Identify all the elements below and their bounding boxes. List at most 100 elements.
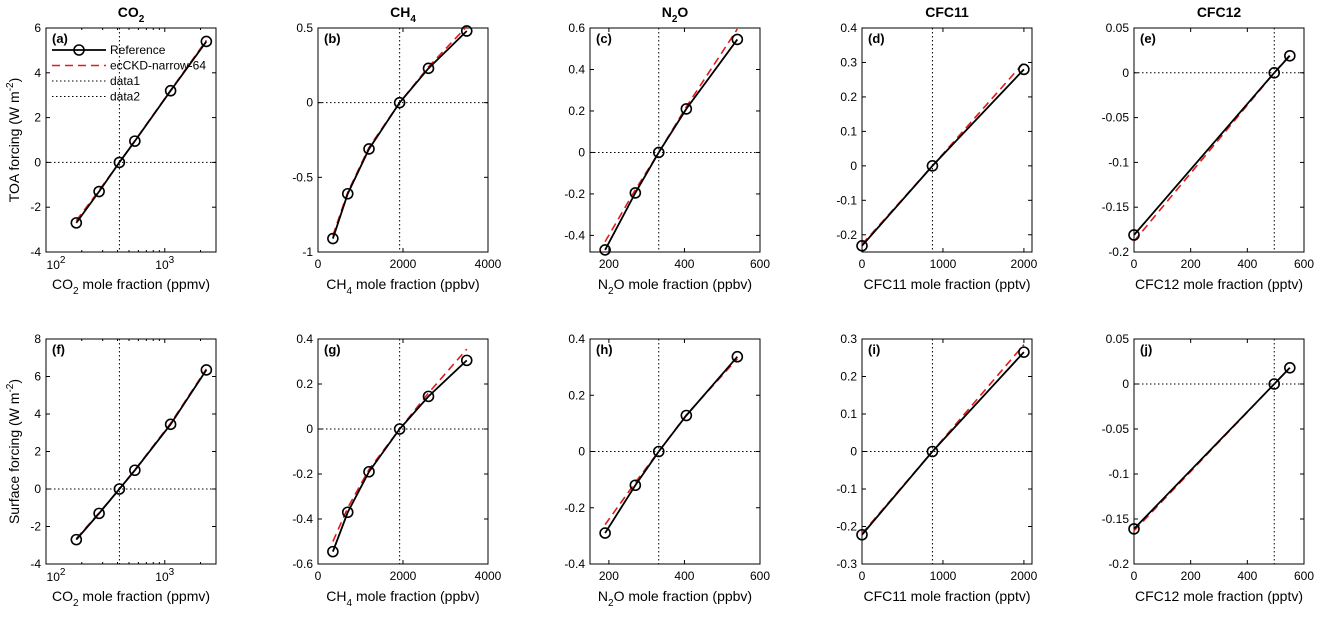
- y-tick-label: 0.4: [568, 62, 585, 76]
- x-axis-label-script: 2: [608, 598, 614, 609]
- legend-entry-label: ecCKD-narrow-64: [110, 59, 206, 73]
- legend-entry-label: Reference: [110, 43, 166, 57]
- x-tick-base: 10: [47, 570, 61, 584]
- reference-point: [363, 143, 375, 155]
- reference-point: [856, 528, 868, 541]
- series-reference-line: [604, 356, 739, 534]
- y-tick-label: 0: [1122, 66, 1129, 80]
- x-axis-label-part: CFC12 mole fraction (pptv): [1135, 588, 1303, 604]
- series-reference-line: [332, 359, 468, 552]
- x-tick-label: 600: [750, 257, 770, 271]
- reference-point: [393, 96, 406, 109]
- panel-label: (b): [324, 31, 341, 46]
- x-axis-label-script: 2: [73, 598, 79, 609]
- y-tick-label: 0.3: [840, 332, 857, 346]
- y-tick-label: 6: [34, 370, 41, 384]
- x-axis-label-part: CH: [326, 588, 346, 604]
- x-axis-label: CO2 mole fraction (ppmv): [52, 588, 210, 609]
- y-tick-label: -0.3: [836, 557, 857, 571]
- series-reference-line: [861, 351, 1025, 536]
- y-tick-label: 0.2: [568, 104, 585, 118]
- y-tick-label: -0.2: [836, 520, 857, 534]
- y-tick-label: 0: [306, 422, 313, 436]
- reference-point: [1128, 229, 1140, 241]
- y-tick-label: -0.05: [1102, 422, 1130, 436]
- reference-point: [327, 545, 339, 558]
- panel-j: -0.2 -0.15 -0.1 -0.05 0 0.05 0 200 400 600 (j) CFC1…: [1102, 332, 1315, 604]
- x-tick-label: 102: [47, 255, 66, 272]
- legend-entry-label: data2: [110, 90, 140, 104]
- y-tick-label: 0.6: [568, 21, 585, 35]
- panel-label: (i): [868, 342, 880, 357]
- reference-point: [680, 409, 693, 422]
- x-axis-label: CH4 mole fraction (ppbv): [326, 588, 479, 609]
- y-tick-label: -4: [30, 245, 41, 259]
- x-tick-label: 400: [674, 257, 694, 271]
- axes-box: [45, 27, 217, 253]
- x-axis-label: CFC11 mole fraction (pptv): [863, 588, 1030, 604]
- x-tick-label: 200: [599, 257, 619, 271]
- series-reference-line: [1133, 367, 1291, 530]
- legend-entry-label: data1: [110, 74, 140, 88]
- x-axis-label-part: CO: [52, 588, 73, 604]
- reference-point: [599, 527, 611, 539]
- panel-title-rest: O: [677, 4, 688, 20]
- x-axis-label: CO2 mole fraction (ppmv): [52, 276, 210, 297]
- reference-point: [113, 483, 126, 495]
- x-tick-label: 0: [315, 569, 322, 583]
- x-tick-label: 102: [47, 567, 66, 584]
- panel-title-part: CFC12: [1197, 4, 1242, 20]
- reference-point: [93, 185, 105, 198]
- y-tick-label: -0.4: [564, 228, 585, 242]
- x-tick-label: 4000: [475, 569, 502, 583]
- y-tick-label: 6: [34, 21, 41, 35]
- y-tick-label: 0: [578, 145, 585, 159]
- y-tick-label: -0.5: [292, 170, 313, 184]
- y-tick-label: 2: [34, 445, 41, 459]
- reference-point: [1268, 378, 1281, 390]
- ylabel-superscript: -2: [5, 383, 16, 392]
- x-tick-label: 2000: [1011, 257, 1038, 271]
- reference-point: [599, 244, 611, 256]
- y-tick-label: 0.4: [840, 21, 857, 35]
- x-tick-label: 0: [859, 257, 866, 271]
- reference-point: [926, 445, 939, 458]
- reference-point: [1268, 67, 1281, 79]
- y-tick-label: -0.2: [836, 228, 857, 242]
- y-tick-label: 0.2: [840, 90, 857, 104]
- x-axis-label-rest: mole fraction (ppbv): [352, 588, 480, 604]
- reference-point: [1018, 346, 1030, 358]
- reference-point: [460, 354, 473, 367]
- panel-title: CFC11: [925, 4, 969, 20]
- y-tick-label: -0.4: [564, 557, 585, 571]
- panel-title-part: N: [662, 4, 672, 20]
- reference-point: [93, 507, 105, 520]
- panel-title-script: 4: [410, 14, 416, 25]
- x-axis-label: CFC12 mole fraction (pptv): [1135, 588, 1303, 604]
- y-tick-label: 0.05: [1106, 332, 1130, 346]
- x-tick-label: 1000: [930, 569, 957, 583]
- panel-label: (h): [596, 342, 613, 357]
- panel-title: CH4: [390, 4, 416, 25]
- x-tick-label: 0: [315, 257, 322, 271]
- x-tick-label: 400: [1237, 257, 1257, 271]
- x-tick-label: 4000: [475, 257, 502, 271]
- x-axis-label-part: N: [598, 276, 608, 292]
- panel-h: -0.4 -0.2 0 0.2 0.4 200 400 600 (h) N2O mole frac…: [564, 332, 770, 609]
- y-tick-label: -0.1: [1108, 155, 1129, 169]
- reference-point: [129, 135, 141, 147]
- reference-point: [1018, 63, 1030, 76]
- reference-point: [393, 423, 406, 435]
- x-tick-base: 10: [155, 570, 169, 584]
- reference-point: [460, 25, 473, 37]
- axes-box: [45, 338, 217, 565]
- x-axis-label-part: CFC11 mole fraction (pptv): [863, 588, 1030, 604]
- reference-point: [856, 239, 868, 252]
- x-axis-label: CFC12 mole fraction (pptv): [1135, 276, 1303, 292]
- panel-e: -0.2 -0.15 -0.1 -0.05 0 0.05 0 200 400 600 (e) CFC1…: [1102, 4, 1315, 292]
- series-reference-line: [604, 38, 739, 251]
- x-axis-label-rest: O mole fraction (ppbv): [614, 276, 753, 292]
